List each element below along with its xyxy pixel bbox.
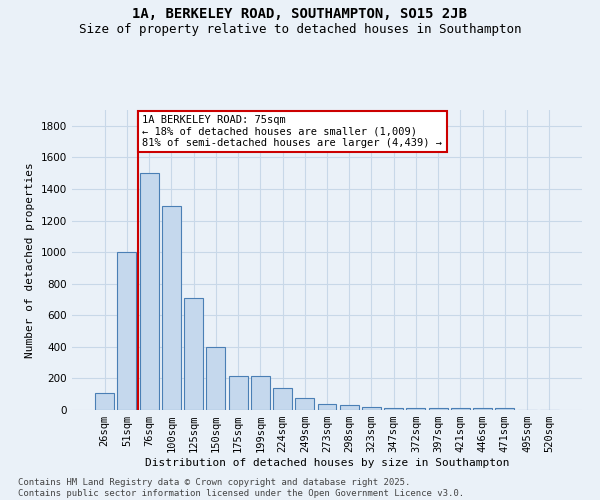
Bar — [95, 392, 114, 410]
Bar — [140, 173, 158, 410]
Text: 1A, BERKELEY ROAD, SOUTHAMPTON, SO15 2JB: 1A, BERKELEY ROAD, SOUTHAMPTON, SO15 2JB — [133, 8, 467, 22]
Bar — [317, 404, 337, 410]
Y-axis label: Number of detached properties: Number of detached properties — [25, 162, 35, 358]
Text: Contains HM Land Registry data © Crown copyright and database right 2025.
Contai: Contains HM Land Registry data © Crown c… — [18, 478, 464, 498]
Bar — [273, 388, 292, 410]
Bar — [429, 408, 448, 410]
X-axis label: Distribution of detached houses by size in Southampton: Distribution of detached houses by size … — [145, 458, 509, 468]
Bar — [406, 408, 425, 410]
Bar — [184, 298, 203, 410]
Text: 1A BERKELEY ROAD: 75sqm
← 18% of detached houses are smaller (1,009)
81% of semi: 1A BERKELEY ROAD: 75sqm ← 18% of detache… — [142, 114, 442, 148]
Bar — [162, 206, 181, 410]
Bar — [362, 407, 381, 410]
Bar — [118, 252, 136, 410]
Bar — [251, 376, 270, 410]
Bar — [340, 406, 359, 410]
Bar — [229, 376, 248, 410]
Bar — [496, 408, 514, 410]
Bar — [206, 347, 225, 410]
Bar — [384, 408, 403, 410]
Text: Size of property relative to detached houses in Southampton: Size of property relative to detached ho… — [79, 22, 521, 36]
Bar — [451, 408, 470, 410]
Bar — [473, 408, 492, 410]
Bar — [295, 398, 314, 410]
